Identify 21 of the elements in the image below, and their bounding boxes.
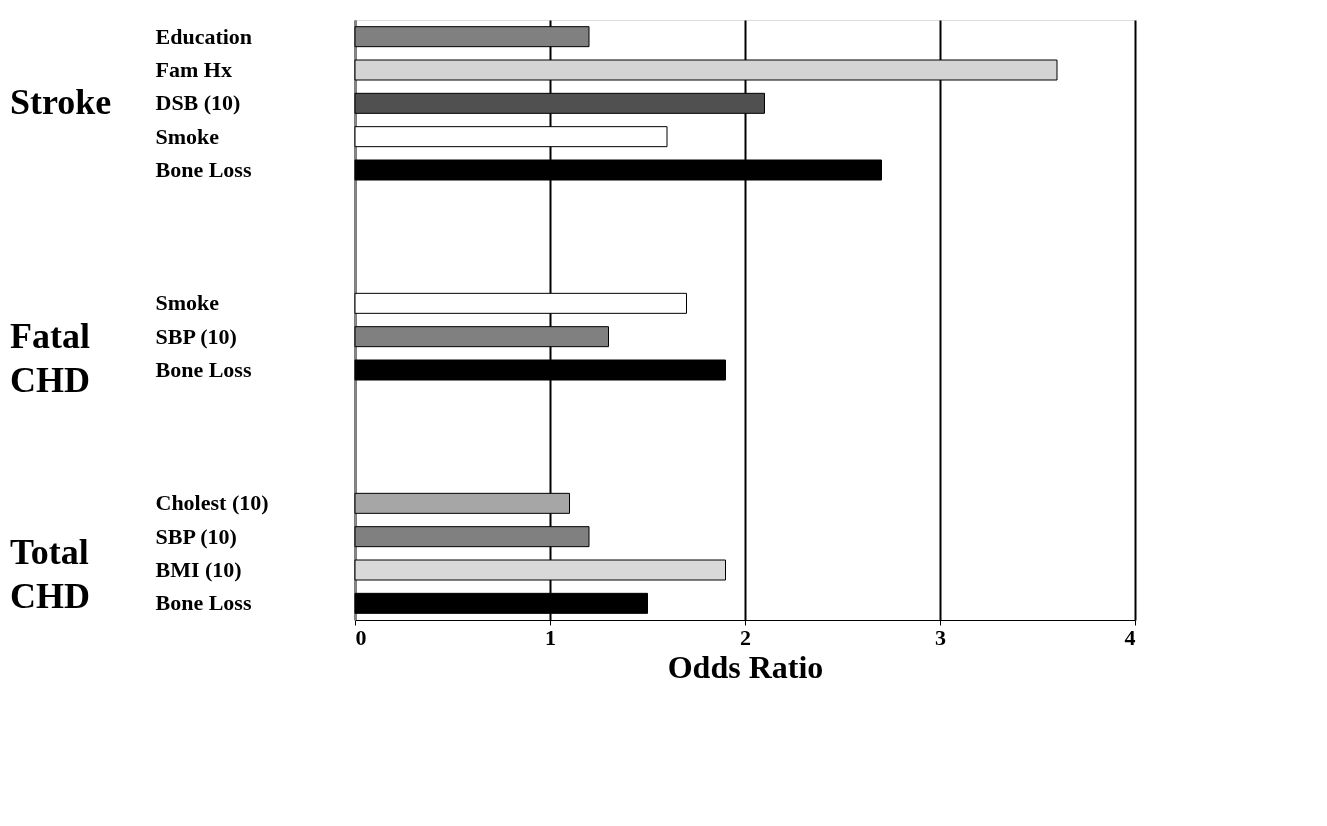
x-tick-label: 3 (935, 624, 946, 650)
text: Fatal CHD (10, 315, 90, 400)
x-tick-label: 1 (545, 624, 556, 650)
x-axis-title: Odds Ratio (667, 648, 824, 685)
y-tick-label: Bone Loss (155, 157, 252, 182)
y-tick-label: Cholest (10) (155, 490, 269, 516)
y-tick-label: Fam Hx (155, 57, 232, 82)
y-tick-label: Bone Loss (155, 357, 252, 382)
y-tick-label: DSB (10) (155, 90, 241, 116)
y-tick-label: SBP (10) (155, 323, 237, 349)
y-tick-label: Bone Loss (155, 590, 252, 616)
text: Total CHD (10, 532, 90, 617)
y-tick-label: Smoke (155, 290, 220, 316)
x-tick-label: 4 (1124, 624, 1136, 650)
y-tick-label: SBP (10) (155, 523, 237, 549)
x-tick-label: 2 (740, 624, 751, 650)
y-tick-label: Smoke (155, 123, 220, 149)
y-tick-label: Education (155, 23, 253, 49)
y-tick-label: BMI (10) (155, 557, 242, 582)
x-tick-label: 0 (355, 624, 367, 650)
text: Stroke (10, 82, 112, 123)
